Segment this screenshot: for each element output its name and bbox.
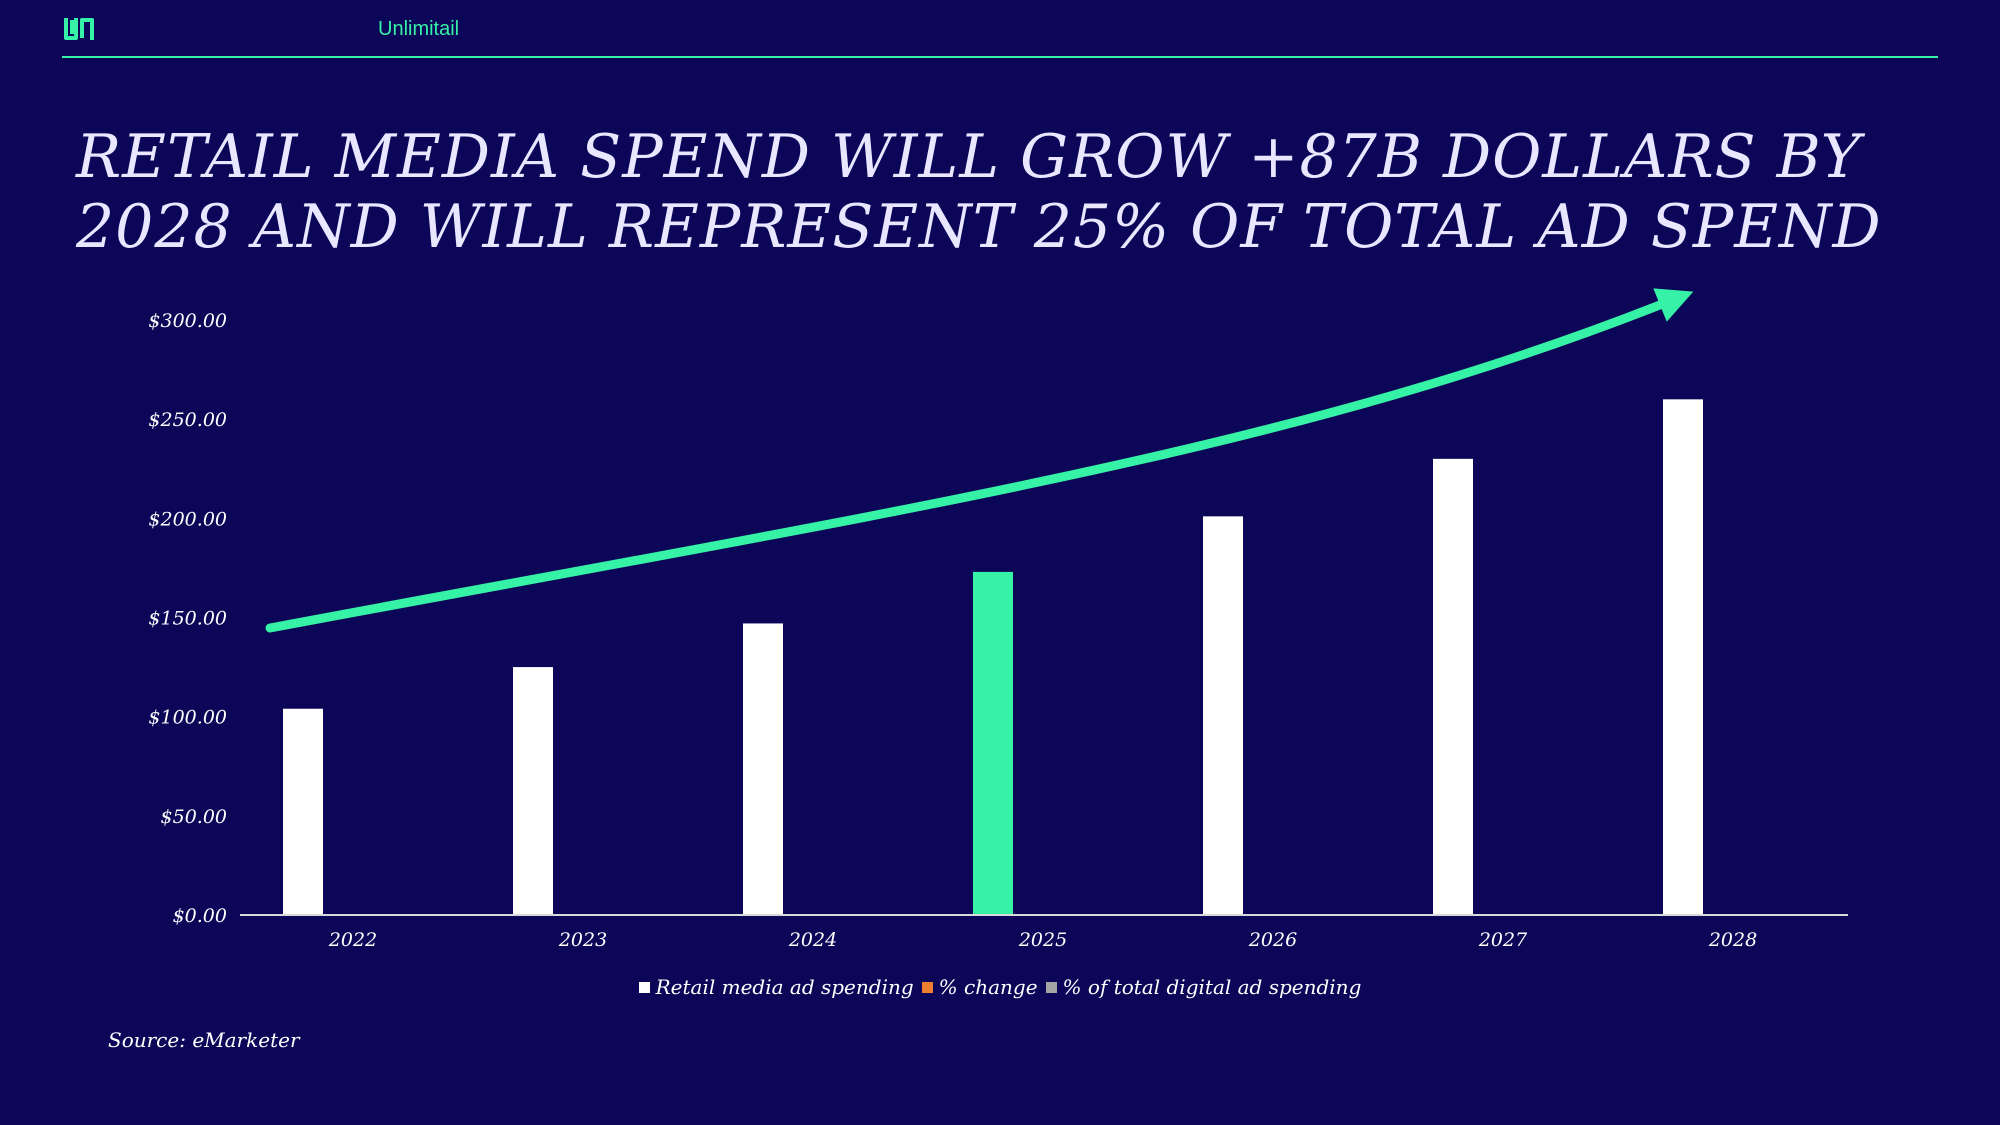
bar-2025 (973, 571, 1013, 915)
legend-swatch (1045, 981, 1057, 993)
bar-2024 (743, 623, 783, 915)
legend-label: % change (938, 975, 1038, 999)
y-tick-label: $50.00 (161, 806, 227, 828)
bar-2028 (1663, 399, 1703, 915)
brand-name: Unlimitail (378, 18, 460, 40)
bar-2023 (513, 667, 553, 915)
slide-title: RETAIL MEDIA SPEND WILL GROW +87B DOLLAR… (76, 122, 1882, 262)
y-tick-label: $150.00 (148, 608, 227, 630)
y-tick-label: $100.00 (148, 707, 227, 729)
bar-2027 (1433, 458, 1473, 915)
x-tick-label: 2028 (1708, 929, 1757, 951)
y-tick-label: $200.00 (148, 508, 227, 530)
x-tick-label: 2027 (1478, 929, 1528, 951)
header-divider (62, 56, 1938, 58)
y-tick-label: $0.00 (173, 905, 227, 927)
legend-label: % of total digital ad spending (1062, 975, 1362, 999)
unlimitail-logo-icon (64, 18, 94, 40)
legend-swatch (638, 981, 650, 993)
y-tick-label: $250.00 (148, 409, 227, 431)
legend-item: % of total digital ad spending (1045, 975, 1362, 999)
legend-item: Retail media ad spending (638, 975, 914, 999)
y-tick-label: $300.00 (148, 310, 227, 332)
bar-2026 (1203, 516, 1243, 915)
bar-2022 (283, 708, 323, 915)
legend-item: % change (921, 975, 1038, 999)
legend-label: Retail media ad spending (655, 975, 914, 999)
chart-legend: Retail media ad spending % change % of tot… (0, 975, 2000, 999)
x-tick-label: 2023 (558, 929, 607, 951)
x-tick-label: 2026 (1248, 929, 1297, 951)
legend-swatch (921, 981, 933, 993)
x-tick-label: 2025 (1018, 929, 1067, 951)
source-note: Source: eMarketer (108, 1028, 300, 1052)
x-tick-label: 2024 (788, 929, 837, 951)
trend-arrow (265, 288, 1694, 633)
x-tick-label: 2022 (328, 929, 377, 951)
